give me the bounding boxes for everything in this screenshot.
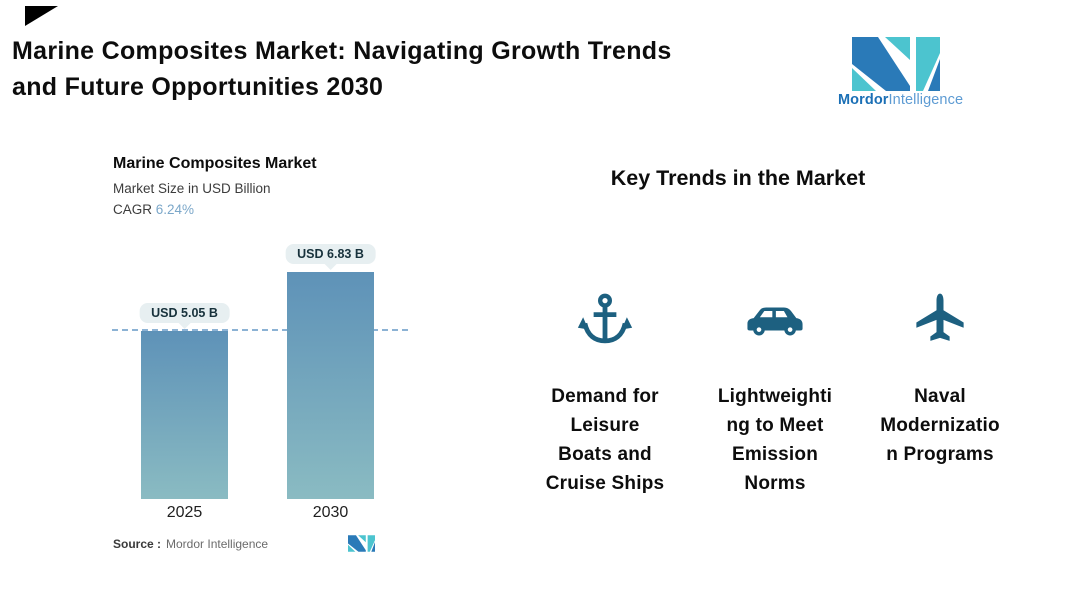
source-label: Source :: [113, 537, 162, 551]
plane-icon: [916, 293, 964, 341]
trend-item-leisure-boats: Demand for Leisure Boats and Cruise Ship…: [530, 288, 680, 498]
brand-wordmark: MordorIntelligence: [838, 92, 963, 108]
brand-name-light: Intelligence: [888, 92, 964, 108]
trend-label-leisure-boats: Demand for Leisure Boats and Cruise Ship…: [545, 386, 665, 494]
bar-group-2030: USD 6.83 B 2030: [285, 169, 376, 521]
cagr-label: CAGR: [113, 202, 153, 217]
brand-name-bold: Mordor: [838, 92, 889, 108]
trend-label-naval-modernization: Naval Modernizatio n Programs: [880, 386, 1000, 465]
chart-cagr-line: CAGR 6.24%: [113, 202, 194, 217]
source-value: Mordor Intelligence: [166, 537, 269, 551]
trend-item-lightweighting: Lightweighti ng to Meet Emission Norms: [700, 288, 850, 498]
anchor-icon: [577, 293, 633, 344]
source-attribution: Source : Mordor Intelligence: [113, 537, 268, 551]
bar-group-2025: USD 5.05 B 2025: [139, 169, 230, 521]
car-icon: [747, 307, 803, 336]
bar-chart-plot-area: USD 5.05 B 2025 USD 6.83 B 2030: [112, 169, 408, 521]
corner-triangle-decoration: [25, 6, 58, 26]
cagr-value: 6.24%: [155, 202, 195, 217]
value-callout-2030: USD 6.83 B: [285, 244, 376, 264]
mordor-intelligence-logo-icon: [852, 37, 940, 91]
trend-label-lightweighting: Lightweighti ng to Meet Emission Norms: [717, 386, 833, 494]
bar-2025: [141, 331, 228, 499]
trends-heading: Key Trends in the Market: [610, 166, 866, 190]
trend-item-naval-modernization: Naval Modernizatio n Programs: [865, 288, 1015, 469]
page-title: Marine Composites Market: Navigating Gro…: [12, 37, 672, 101]
chart-subtitle: Market Size in USD Billion: [113, 181, 271, 196]
chart-title: Marine Composites Market: [113, 155, 317, 172]
value-callout-2025: USD 5.05 B: [139, 303, 230, 323]
x-axis-label-2030: 2030: [312, 504, 349, 521]
bar-2030: [287, 272, 374, 499]
reference-dashed-line: [112, 329, 408, 331]
x-axis-label-2025: 2025: [166, 504, 203, 521]
mordor-intelligence-mini-logo-icon: [348, 535, 375, 552]
